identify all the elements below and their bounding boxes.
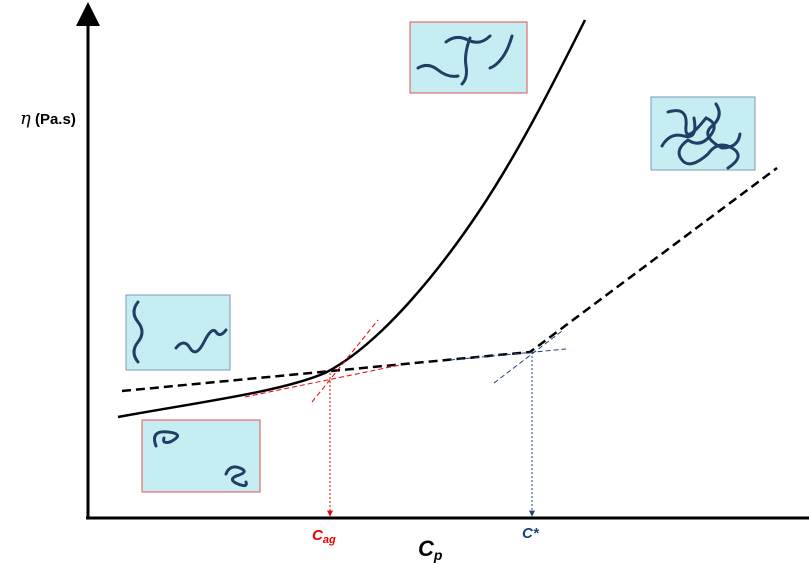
marker-label: Cag — [312, 527, 336, 546]
marker-label: C* — [522, 525, 540, 542]
dilute-icon — [125, 294, 231, 371]
sub: p — [433, 547, 443, 563]
viscosity-curve — [117, 19, 587, 419]
sub: ag — [323, 534, 336, 546]
collapsed-icon — [141, 419, 261, 493]
x-axis-label: Cp — [418, 536, 443, 563]
y-axis-label: η (Pa.s) — [20, 108, 76, 129]
tangent — [311, 319, 379, 403]
tangent — [244, 364, 401, 398]
unit: (Pa.s) — [35, 111, 76, 128]
entangled-icon — [650, 96, 756, 171]
main: C — [418, 536, 435, 561]
main: C — [312, 527, 324, 544]
tangent — [449, 348, 567, 361]
aggregate-icon — [409, 21, 528, 94]
symbol: η — [20, 108, 31, 129]
tangent — [493, 330, 563, 384]
